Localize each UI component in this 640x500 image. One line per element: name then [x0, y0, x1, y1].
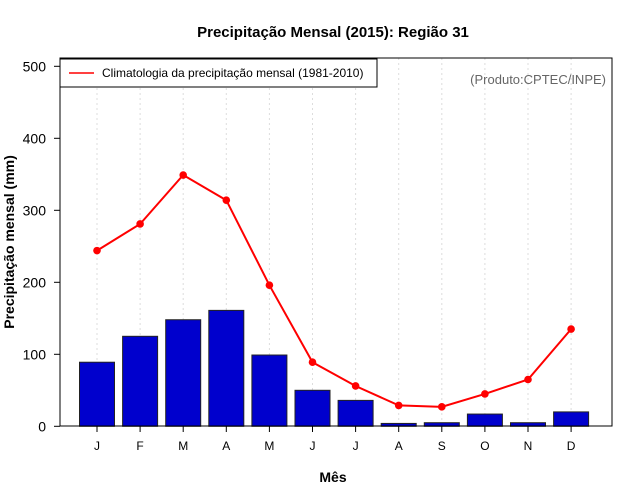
- y-tick-label: 300: [23, 202, 47, 218]
- x-tick-label: D: [567, 439, 576, 453]
- x-tick-label: S: [438, 439, 446, 453]
- bar-6: [337, 399, 374, 427]
- x-tick-label: A: [222, 439, 230, 453]
- climatology-point-0: [93, 246, 101, 255]
- plot-frame: [59, 57, 613, 427]
- x-tick-label: M: [178, 439, 188, 453]
- y-tick-label: 200: [23, 274, 47, 290]
- bar-5: [294, 389, 331, 427]
- climatology-point-2: [179, 171, 187, 179]
- bar-9: [466, 413, 503, 427]
- bar-1: [122, 335, 159, 427]
- climatology-point-9: [481, 390, 489, 398]
- x-tick-label: A: [395, 439, 403, 453]
- climatology-point-10: [524, 375, 532, 384]
- bar-3: [208, 309, 245, 427]
- bar-2: [165, 319, 202, 427]
- x-tick-label: J: [310, 439, 316, 453]
- climatology-point-7: [394, 401, 403, 410]
- x-tick-label: O: [480, 439, 489, 453]
- climatology-point-3: [222, 196, 231, 205]
- legend-entry: Climatologia da precipitação mensal (198…: [102, 66, 363, 80]
- x-tick-label: F: [136, 439, 143, 453]
- bar-4: [251, 354, 288, 427]
- x-tick-label: J: [353, 439, 359, 453]
- climatology-point-11: [567, 325, 575, 333]
- y-tick-label: 400: [23, 130, 47, 146]
- x-tick-label: N: [524, 439, 533, 453]
- climatology-point-6: [351, 382, 360, 390]
- y-tick-label: 100: [23, 346, 47, 362]
- climatology-line: [96, 173, 572, 408]
- x-tick-label: M: [264, 439, 274, 453]
- climatology-point-8: [438, 403, 446, 411]
- climatology-point-4: [265, 281, 274, 289]
- climatology-point-1: [136, 220, 144, 228]
- chart-title: Precipitação Mensal (2015): Região 31: [197, 24, 469, 41]
- legend-box: [59, 58, 378, 88]
- y-tick-label: 0: [38, 418, 46, 434]
- climatology-point-5: [308, 358, 317, 367]
- bar-11: [553, 411, 590, 427]
- source-annotation: (Produto:CPTEC/INPE): [470, 72, 606, 87]
- y-tick-label: 500: [23, 58, 47, 74]
- legend: Climatologia da precipitação mensal (198…: [59, 58, 378, 88]
- x-tick-label: J: [94, 439, 100, 453]
- x-axis-label: Mês: [319, 469, 346, 485]
- y-axis-label: Precipitação mensal (mm): [1, 155, 17, 329]
- bar-0: [79, 361, 115, 427]
